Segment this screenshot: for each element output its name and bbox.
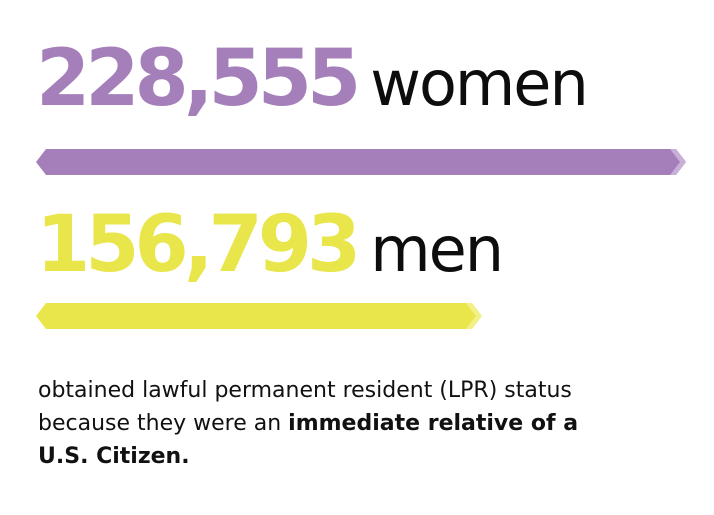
men-bar-chart bbox=[36, 303, 482, 329]
women-bar bbox=[36, 149, 686, 175]
caption-text: obtained lawful permanent resident (LPR)… bbox=[38, 374, 598, 473]
men-count: 156,793 bbox=[36, 200, 361, 290]
caption-bold: immediate relative of a U.S. Citizen. bbox=[38, 411, 579, 469]
men-label: men bbox=[370, 213, 504, 286]
men-bar bbox=[36, 303, 482, 329]
men-stat: 156,793 men bbox=[36, 206, 504, 286]
women-stat: 228,555 women bbox=[36, 40, 589, 120]
women-label: women bbox=[370, 47, 588, 120]
caption-normal: obtained lawful permanent resident (LPR)… bbox=[38, 378, 572, 436]
women-count: 228,555 bbox=[36, 34, 361, 124]
men-bar-end-cap bbox=[465, 303, 482, 329]
women-bar-chart bbox=[36, 149, 686, 175]
women-bar-end-cap bbox=[670, 149, 686, 175]
